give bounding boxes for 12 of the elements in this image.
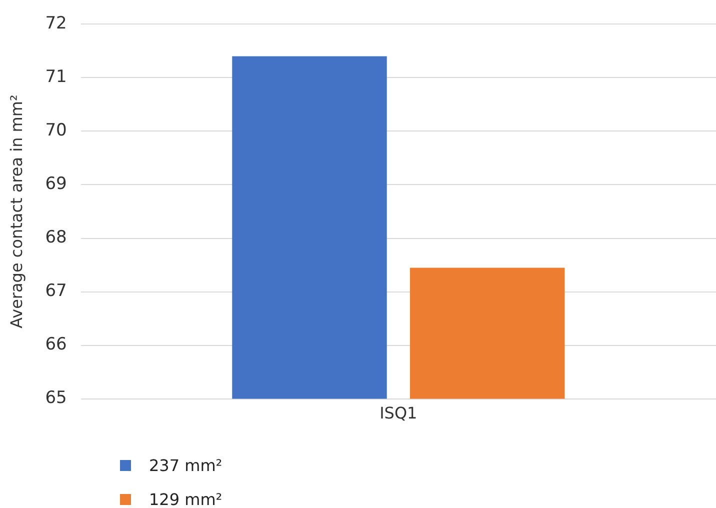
y-axis-title: Average contact area in mm² (6, 94, 26, 328)
y-tick-label: 71 (45, 67, 67, 88)
y-tick-label: 72 (45, 14, 67, 34)
x-tick-label: ISQ1 (380, 404, 418, 423)
legend-label: 129 mm² (149, 490, 222, 508)
y-tick-label: 65 (45, 388, 67, 408)
y-tick-label: 69 (45, 174, 67, 194)
y-tick-label: 67 (45, 281, 67, 302)
y-tick-label: 70 (45, 120, 67, 141)
legend-label: 237 mm² (149, 456, 222, 474)
y-tick-label: 68 (45, 228, 67, 248)
y-tick-label: 66 (45, 334, 67, 355)
